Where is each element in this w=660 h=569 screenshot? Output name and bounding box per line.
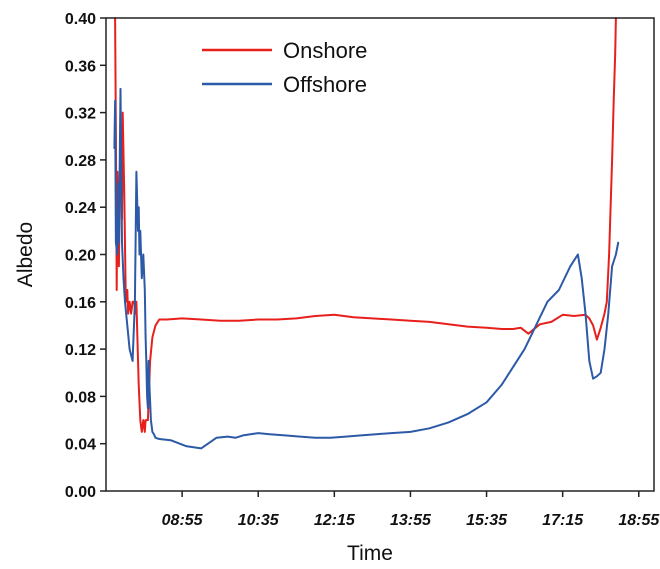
series-line-onshore: [114, 17, 617, 433]
plot-frame: [105, 17, 655, 492]
y-tick-label: 0.32: [65, 106, 96, 123]
legend: Onshore Offshore: [193, 32, 411, 102]
y-tick-label: 0.12: [65, 342, 96, 359]
x-tick-label: 12:15: [314, 512, 356, 529]
y-tick-label: 0.24: [65, 200, 96, 217]
legend-box: [193, 32, 411, 102]
x-tick-label: 08:55: [162, 512, 204, 529]
x-tick-label: 17:15: [542, 512, 584, 529]
x-tick-label: 18:55: [618, 512, 660, 529]
y-axis-title: Albedo: [14, 222, 37, 287]
legend-label-onshore: Onshore: [283, 38, 367, 63]
x-axis-title: Time: [347, 542, 393, 565]
y-tick-label: 0.20: [65, 248, 96, 265]
series-line-offshore: [113, 87, 620, 450]
y-tick-label: 0.16: [65, 295, 96, 312]
y-tick-label: 0.40: [65, 11, 96, 28]
y-tick-label: 0.04: [65, 437, 96, 454]
legend-label-offshore: Offshore: [283, 72, 367, 97]
x-tick-label: 13:55: [390, 512, 432, 529]
y-axis-ticks: 0.00 0.04 0.08 0.12 0.16 0.20 0.24 0.28 0.32 0.36…: [65, 11, 106, 501]
x-tick-label: 15:35: [466, 512, 508, 529]
y-tick-label: 0.08: [65, 389, 96, 406]
y-tick-label: 0.00: [65, 484, 96, 501]
series-lines: [113, 17, 620, 450]
y-tick-label: 0.36: [65, 58, 96, 75]
y-tick-label: 0.28: [65, 153, 96, 170]
x-axis-ticks: 08:55 10:35 12:15 13:55 15:35 17:15 18:55: [162, 491, 660, 529]
x-tick-label: 10:35: [238, 512, 280, 529]
